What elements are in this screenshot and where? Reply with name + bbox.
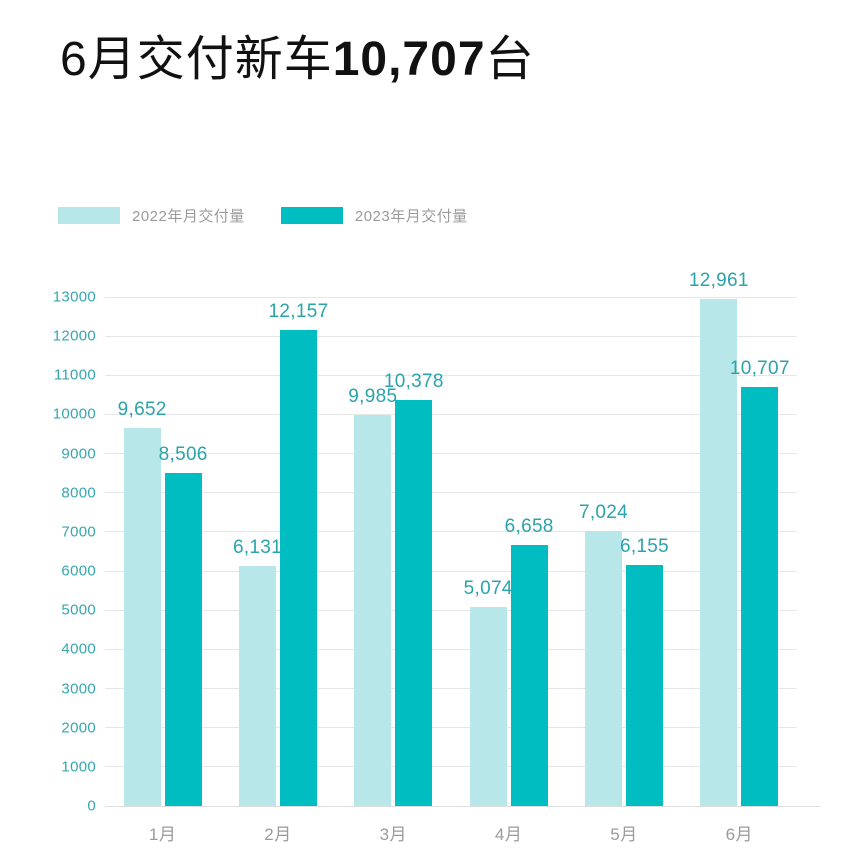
value-label-2023-1月: 8,506 xyxy=(158,443,208,465)
value-label-2022-4月: 5,074 xyxy=(463,578,513,600)
gridline-10000 xyxy=(105,413,797,415)
y-axis-tick-label-13000: 13000 xyxy=(52,288,96,306)
value-label-2022-6月: 12,961 xyxy=(688,269,749,291)
value-label-2023-2月: 12,157 xyxy=(268,301,329,323)
title-highlight-number: 10,707 xyxy=(332,33,486,86)
bar-2022-5月 xyxy=(585,530,622,806)
gridline-5000 xyxy=(105,609,797,611)
x-axis-label-3月: 3月 xyxy=(379,825,408,844)
bar-2023-3月 xyxy=(395,399,433,806)
bar-2022-1月 xyxy=(123,428,161,806)
y-axis-tick-label-7000: 7000 xyxy=(61,523,96,541)
gridline-8000 xyxy=(105,492,797,494)
y-axis-tick-label-12000: 12000 xyxy=(52,327,96,345)
y-axis-tick-label-3000: 3000 xyxy=(61,680,96,698)
gridline-1000 xyxy=(105,766,797,768)
y-axis-tick-label-1000: 1000 xyxy=(61,758,96,776)
gridline-3000 xyxy=(105,688,797,690)
x-axis-label-5月: 5月 xyxy=(610,825,638,844)
page-title: 6月交付新车10,707台 xyxy=(60,30,535,90)
legend-label-2022: 2022年月交付量 xyxy=(132,208,245,225)
x-axis-baseline xyxy=(105,805,820,807)
title-prefix: 6月交付新车 xyxy=(60,33,333,86)
legend-item-2022: 2022年月交付量 xyxy=(58,205,245,226)
value-label-2022-5月: 7,024 xyxy=(578,501,629,523)
bar-2023-4月 xyxy=(510,545,548,806)
bar-2022-4月 xyxy=(469,607,507,806)
y-axis-tick-label-10000: 10000 xyxy=(52,405,96,423)
y-axis-tick-label-5000: 5000 xyxy=(61,601,96,619)
legend-label-2023: 2023年月交付量 xyxy=(354,208,468,225)
gridline-11000 xyxy=(105,374,797,376)
gridline-12000 xyxy=(105,335,797,337)
x-axis-label-2月: 2月 xyxy=(264,825,292,844)
gridline-6000 xyxy=(105,570,797,572)
y-axis-tick-label-9000: 9000 xyxy=(61,445,96,463)
y-axis-tick-label-8000: 8000 xyxy=(61,484,96,502)
bar-2023-2月 xyxy=(280,330,317,806)
y-axis-tick-label-4000: 4000 xyxy=(61,640,96,658)
legend-swatch-2022 xyxy=(58,207,120,224)
gridline-13000 xyxy=(105,296,797,298)
y-axis-tick-label-6000: 6000 xyxy=(61,562,96,580)
value-label-2023-5月: 6,155 xyxy=(619,536,670,558)
bar-2023-6月 xyxy=(741,386,779,806)
value-label-2022-2月: 6,131 xyxy=(232,536,283,558)
gridline-2000 xyxy=(105,727,797,729)
y-axis-tick-label-2000: 2000 xyxy=(61,719,96,737)
bar-2022-3月 xyxy=(354,415,392,806)
value-label-2023-6月: 10,707 xyxy=(729,357,790,379)
y-axis-tick-label-0: 0 xyxy=(87,797,96,815)
gridline-9000 xyxy=(105,453,797,455)
y-axis-tick-label-11000: 11000 xyxy=(53,366,96,384)
legend-item-2023: 2023年月交付量 xyxy=(280,205,468,226)
x-axis-label-1月: 1月 xyxy=(148,825,177,844)
x-axis-label-4月: 4月 xyxy=(494,825,523,844)
gridline-4000 xyxy=(105,648,797,650)
value-label-2022-3月: 9,985 xyxy=(348,386,398,408)
value-label-2023-3月: 10,378 xyxy=(383,370,444,392)
gridline-7000 xyxy=(105,531,797,533)
value-label-2023-4月: 6,658 xyxy=(504,516,554,538)
plot-area: 0 1000 2000 3000 4000 5000 6000 7000 8000 9000 100… xyxy=(53,270,820,844)
bar-2022-6月 xyxy=(700,298,738,806)
chart-legend: 2022年月交付量 2023年月交付量 xyxy=(58,205,468,226)
value-label-2022-1月: 9,652 xyxy=(117,399,167,421)
legend-swatch-2023 xyxy=(280,207,343,224)
title-suffix: 台 xyxy=(485,33,535,86)
bar-2023-1月 xyxy=(164,472,202,806)
bar-2022-2月 xyxy=(239,565,276,806)
bar-2023-5月 xyxy=(626,565,663,806)
x-axis-label-6月: 6月 xyxy=(725,825,754,844)
